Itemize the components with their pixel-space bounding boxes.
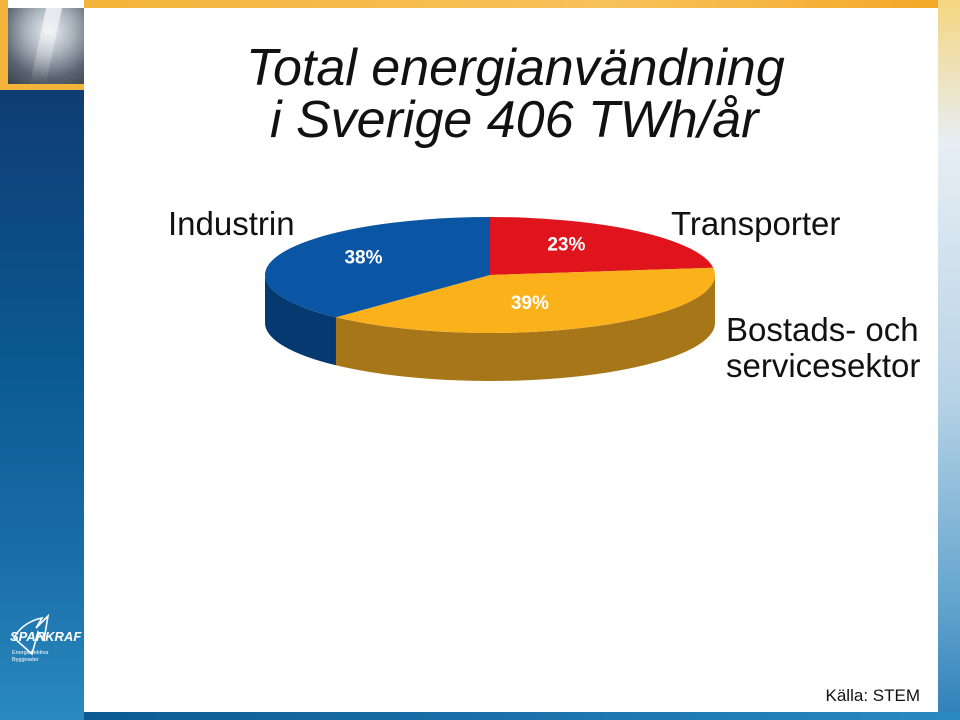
label-industry: Industrin	[168, 205, 295, 242]
label-transport: Transporter	[671, 205, 841, 242]
source-note: Källa: STEM	[825, 686, 920, 705]
decor-bar-mid	[0, 84, 84, 92]
label-residential-line-1: Bostads- och	[726, 311, 919, 348]
pie-label-2: 38%	[344, 248, 382, 269]
title-line-2: i Sverige 406 TWh/år	[270, 91, 759, 149]
logo-subtext-2: Byggnader	[12, 657, 39, 663]
pie-chart: 23% 39% 38%	[265, 217, 715, 381]
pie-label-1: 39%	[511, 293, 549, 314]
decor-bar-left	[0, 0, 8, 92]
decor-strip-bottom	[84, 712, 960, 720]
pie-side-2	[265, 275, 336, 366]
title-line-1: Total energianvändning	[246, 39, 785, 97]
pie-slice-1	[335, 267, 715, 333]
pie-slice-0	[490, 217, 714, 275]
decor-strip-right	[938, 0, 960, 720]
sidebar-band	[0, 90, 84, 720]
decor-bar-top	[84, 0, 960, 8]
pie-side-1	[335, 275, 715, 381]
sky-photo	[8, 8, 84, 84]
pie-slice-2	[265, 217, 490, 318]
label-residential-line-2: servicesektor	[726, 347, 921, 384]
logo-wordmark: SPARKRAFT	[10, 629, 82, 644]
logo-subtext-1: Energieffektiva	[12, 650, 49, 656]
pie-label-0: 23%	[547, 234, 585, 255]
slide-title: Total energianvändning i Sverige 406 TWh…	[200, 42, 860, 146]
sparkraft-logo: SPARKRAFT Energieffektiva Byggnader	[10, 613, 82, 663]
